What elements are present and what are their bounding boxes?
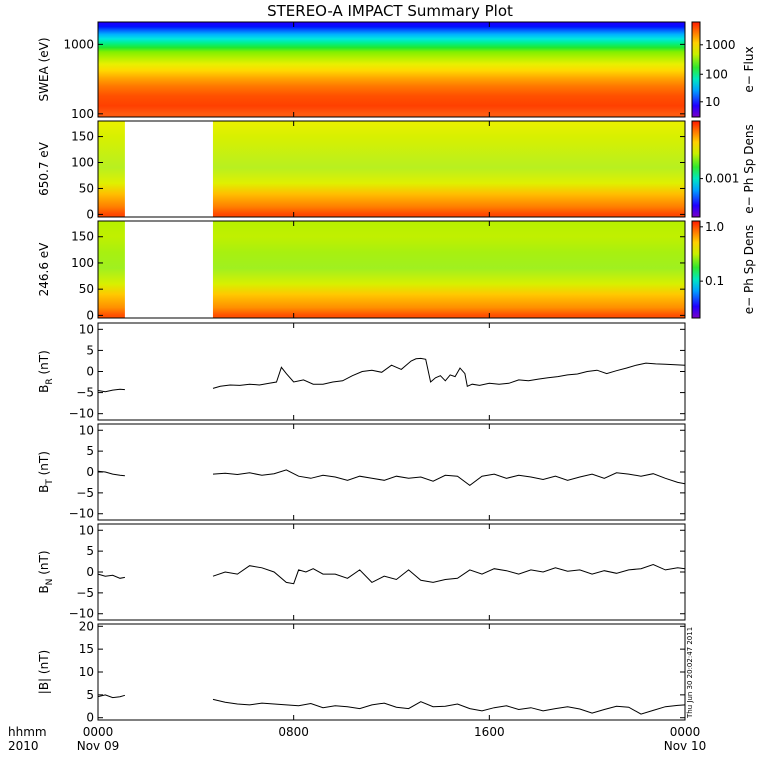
bmag-trace-segment — [212, 698, 686, 715]
swea-panel: 10 100 1000 e− Flux 100 1000 SWEA (eV) — [37, 21, 756, 121]
bn-trace-segment — [212, 563, 686, 585]
bn-trace-segment — [97, 573, 125, 579]
bmag-ytick-label: 5 — [86, 688, 94, 702]
pad_650-colorbar — [691, 120, 701, 218]
swea-colorbar-tick-label: 10 — [705, 95, 720, 109]
xtick-label: 0000 — [670, 725, 701, 739]
bn-ylabel-subscript: N — [45, 579, 55, 586]
xtick-label: 0800 — [278, 725, 309, 739]
pad_650-data-gap — [124, 121, 213, 217]
br-ylabel-unit: (nT) — [37, 350, 51, 378]
xtick-date-label: Nov 09 — [77, 739, 120, 753]
bn-ytick-label: 5 — [86, 544, 94, 558]
pad_246-frame — [97, 220, 686, 319]
bt-ylabel: BT (nT) — [37, 451, 55, 493]
br-ylabel: BR (nT) — [37, 350, 55, 393]
br-panel: −10 −5 0 5 10 BR (nT) — [37, 322, 686, 421]
bt-frame — [97, 423, 686, 521]
bn-ytick-label: −5 — [76, 586, 94, 600]
br-trace-segment — [212, 357, 686, 389]
br-ytick-label: −10 — [69, 407, 94, 421]
pad_246-ytick-label: 100 — [71, 256, 94, 270]
pad_246-data-gap — [124, 221, 213, 318]
bmag-ytick-label: 20 — [79, 619, 94, 633]
pad_246-colorbar-label: e− Ph Sp Dens — [742, 225, 756, 314]
swea-ylabel: SWEA (eV) — [37, 37, 51, 101]
pad_246-panel: 1.0 0.1 e− Ph Sp Dens 0 50 100 150 246.6 eV — [37, 220, 756, 323]
pad_650-ytick-label: 0 — [86, 207, 94, 221]
year-label: 2010 — [8, 739, 39, 753]
bt-ytick-label: 5 — [86, 444, 94, 458]
br-ylabel-subscript: R — [45, 378, 55, 384]
br-ytick-label: 5 — [86, 343, 94, 357]
bmag-trace-segment — [97, 694, 126, 699]
pad_650-colorbar-tick-label: 0.001 — [705, 172, 739, 186]
pad_650-colorbar-label: e− Ph Sp Dens — [742, 124, 756, 213]
pad_650-ylabel: 650.7 eV — [37, 141, 51, 196]
bn-ytick-label: 0 — [86, 565, 94, 579]
pad_246-colorbar-tick-label: 1.0 — [705, 220, 724, 234]
bn-panel: −10 −5 0 5 10 BN (nT) — [37, 523, 686, 621]
br-frame — [97, 322, 686, 421]
swea-ytick-label: 100 — [71, 107, 94, 121]
bt-ytick-label: 0 — [86, 465, 94, 479]
swea-colorbar-label: e− Flux — [742, 46, 756, 92]
bmag-ytick-label: 15 — [79, 642, 94, 656]
bt-trace-segment — [212, 469, 686, 487]
swea-colorbar — [691, 21, 701, 118]
br-ytick-label: 0 — [86, 365, 94, 379]
pad_650-panel: 0.001 e− Ph Sp Dens 0 50 100 150 650.7 eV — [37, 120, 756, 221]
timestamp-label: Thu Jun 30 20:02:47 2011 — [686, 627, 694, 719]
br-trace-segment — [97, 388, 125, 393]
swea-colorbar-tick-label: 1000 — [705, 38, 736, 52]
xtick-date-label: Nov 10 — [664, 739, 707, 753]
bn-ytick-label: 10 — [79, 523, 94, 537]
bt-ytick-label: 10 — [79, 423, 94, 437]
xtick-label: 0000 — [83, 725, 114, 739]
pad_650-ytick-label: 100 — [71, 156, 94, 170]
pad_246-ytick-label: 50 — [79, 282, 94, 296]
bt-ytick-label: −10 — [69, 507, 94, 521]
bt-ylabel-subscript: T — [45, 479, 55, 486]
swea-ytick-label: 1000 — [63, 37, 94, 51]
bmag-panel: 0 5 10 15 20 |B| (nT) — [37, 619, 686, 725]
pad_650-ytick-label: 150 — [71, 130, 94, 144]
pad_246-ylabel: 246.6 eV — [37, 242, 51, 297]
plot-title: STEREO-A IMPACT Summary Plot — [267, 2, 513, 20]
pad_650-frame — [97, 120, 686, 218]
bn-ytick-label: −10 — [69, 607, 94, 621]
bmag-ytick-label: 10 — [79, 665, 94, 679]
time-format-label: hhmm — [8, 725, 47, 739]
pad_650-ytick-label: 50 — [79, 181, 94, 195]
swea-colorbar-tick-label: 100 — [705, 67, 728, 81]
swea-frame — [97, 21, 686, 118]
pad_246-colorbar-tick-label: 0.1 — [705, 274, 724, 288]
bt-ytick-label: −5 — [76, 486, 94, 500]
pad_246-ytick-label: 0 — [86, 308, 94, 322]
pad_246-ytick-label: 150 — [71, 230, 94, 244]
bt-ylabel-unit: (nT) — [37, 451, 51, 479]
bmag-ylabel: |B| (nT) — [37, 650, 51, 694]
br-ytick-label: 10 — [79, 322, 94, 336]
bn-ylabel-unit: (nT) — [37, 550, 51, 578]
pad_246-colorbar — [691, 220, 701, 319]
xtick-label: 1600 — [474, 725, 505, 739]
bt-panel: −10 −5 0 5 10 BT (nT) — [37, 423, 686, 521]
bmag-ytick-label: 0 — [86, 711, 94, 725]
bn-ylabel: BN (nT) — [37, 550, 55, 593]
bn-frame — [97, 523, 686, 621]
br-ytick-label: −5 — [76, 386, 94, 400]
swea-spectrogram — [98, 22, 685, 117]
